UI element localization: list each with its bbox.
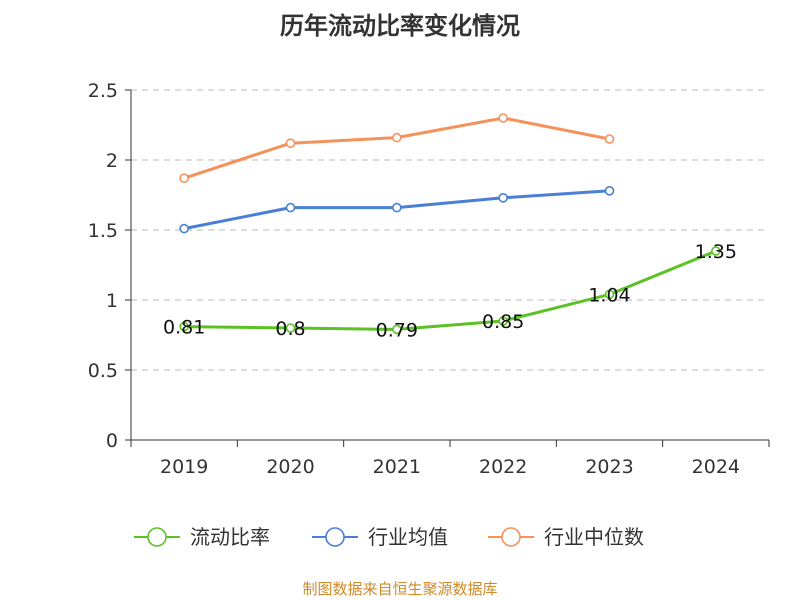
legend-marker-icon (501, 527, 521, 547)
series-line (184, 249, 717, 331)
axes: 0 0.5 1 1.5 2 2.5 2019 2020 2021 2022 2023 2024 (88, 80, 770, 478)
data-label: 0.79 (376, 319, 418, 341)
source-note: 制图数据来自恒生聚源数据库 (302, 580, 498, 598)
legend-label: 流动比率 (190, 525, 270, 549)
y-tick-label: 0.5 (88, 360, 118, 382)
legend[interactable]: 流动比率 行业均值 行业中位数 (134, 525, 644, 549)
x-tick-label: 2021 (373, 456, 421, 478)
data-point[interactable] (179, 321, 189, 332)
y-tick-label: 1.5 (88, 220, 118, 242)
data-label: 0.81 (163, 317, 205, 339)
data-label: 0.85 (482, 311, 524, 333)
grid-lines (131, 89, 769, 371)
legend-label: 行业均值 (368, 525, 448, 549)
data-point[interactable] (711, 246, 721, 256)
data-point[interactable] (285, 323, 296, 333)
data-point[interactable] (498, 316, 508, 326)
series-2 (179, 113, 615, 183)
legend-item-1[interactable]: 行业均值 (312, 525, 448, 549)
data-label: 0.8 (275, 318, 305, 340)
data-point[interactable] (392, 132, 402, 143)
data-point[interactable] (498, 193, 508, 203)
x-tick-label: 2022 (479, 456, 527, 478)
data-point[interactable] (285, 138, 296, 148)
legend-label: 行业中位数 (544, 525, 644, 549)
y-tick-label: 2.5 (88, 80, 118, 102)
y-tick-label: 1 (106, 290, 118, 312)
x-tick-label: 2019 (160, 456, 208, 478)
series-0 (179, 246, 721, 335)
series-layer (179, 113, 721, 335)
legend-item-2[interactable]: 行业中位数 (488, 525, 644, 549)
data-point[interactable] (179, 173, 189, 183)
x-tick-label: 2024 (692, 456, 740, 478)
legend-marker-icon (147, 527, 167, 547)
chart-title: 历年流动比率变化情况 (280, 12, 520, 40)
data-point[interactable] (392, 324, 402, 335)
series-line (183, 116, 610, 180)
data-point[interactable] (604, 186, 615, 196)
data-point[interactable] (392, 202, 402, 213)
data-point[interactable] (604, 134, 615, 144)
y-tick-label: 2 (106, 150, 118, 172)
x-tick-label: 2023 (585, 456, 633, 478)
data-point[interactable] (179, 223, 189, 234)
data-point[interactable] (285, 202, 296, 213)
y-tick-label: 0 (106, 430, 118, 452)
data-point[interactable] (604, 289, 615, 300)
legend-marker-icon (325, 527, 345, 547)
data-labels: 0.81 0.8 0.79 0.85 1.04 1.35 (163, 241, 737, 341)
data-label: 1.04 (588, 284, 630, 306)
data-point[interactable] (498, 113, 508, 123)
series-1 (179, 186, 615, 234)
data-label: 1.35 (695, 241, 737, 263)
legend-item-0[interactable]: 流动比率 (134, 525, 270, 549)
x-tick-label: 2020 (266, 456, 314, 478)
